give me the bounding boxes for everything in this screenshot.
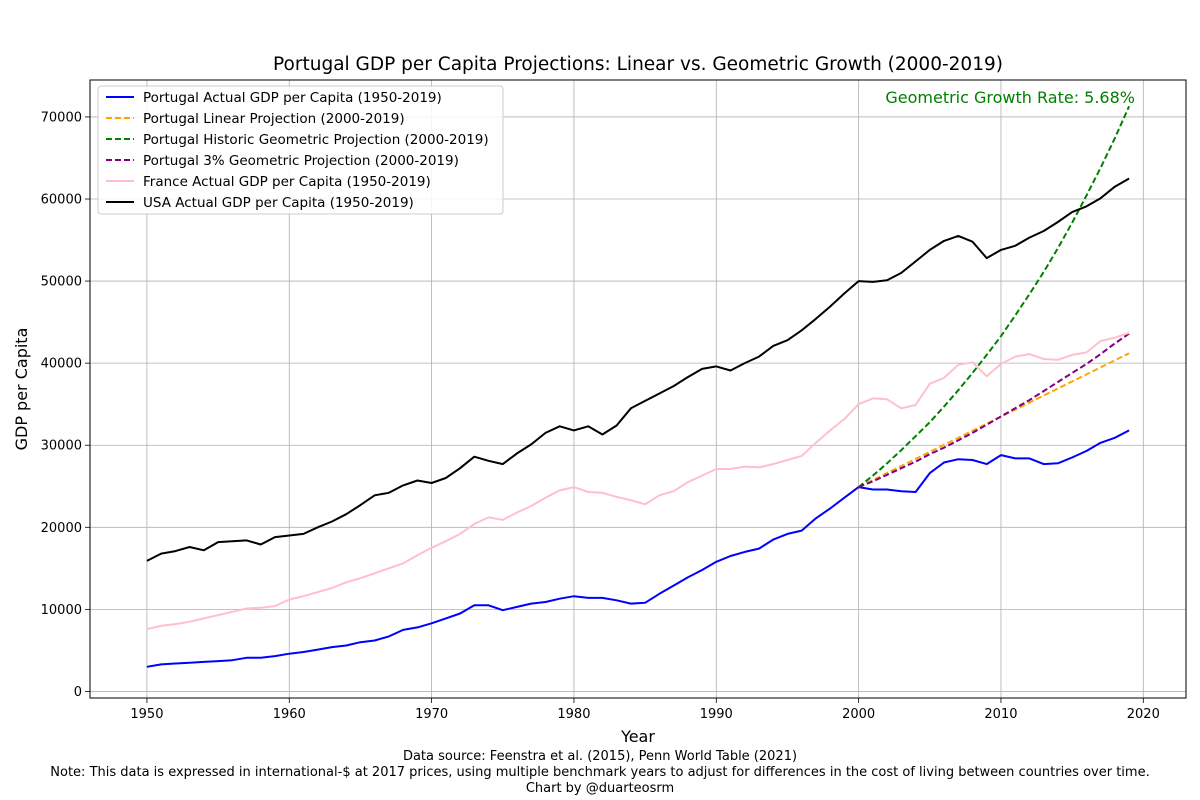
y-tick-label: 30000 — [41, 439, 82, 454]
legend-label: Portugal 3% Geometric Projection (2000-2… — [143, 153, 459, 169]
x-tick-label: 2010 — [984, 707, 1017, 722]
legend-label: Portugal Actual GDP per Capita (1950-201… — [143, 90, 442, 106]
series-line-france-actual-gdp-per-capita-1950-2019 — [146, 331, 1130, 631]
legend-box — [97, 85, 504, 215]
y-tick-label: 60000 — [41, 193, 82, 208]
legend-label: Portugal Linear Projection (2000-2019) — [143, 111, 405, 127]
series-line-portugal-3-geometric-projection-2000-2019 — [858, 332, 1130, 489]
y-axis-label: GDP per Capita — [12, 328, 31, 451]
y-tick-label: 0 — [74, 685, 82, 700]
legend: Portugal Actual GDP per Capita (1950-201… — [97, 85, 504, 215]
y-tick-label: 50000 — [41, 275, 82, 290]
gdp-line-chart: Portugal GDP per Capita Projections: Lin… — [12, 54, 1187, 746]
x-tick-label: 1960 — [273, 707, 306, 722]
series-line-portugal-linear-projection-2000-2019 — [858, 352, 1130, 488]
series-lines — [146, 105, 1131, 668]
x-tick-label: 2020 — [1127, 707, 1160, 722]
chart-credit: Chart by @duarteosrm — [525, 781, 675, 796]
growth-rate-annotation: Geometric Growth Rate: 5.68% — [885, 88, 1135, 107]
y-tick-label: 20000 — [41, 521, 82, 536]
x-tick-label: 1990 — [700, 707, 733, 722]
data-source-note: Data source: Feenstra et al. (2015), Pen… — [402, 749, 798, 764]
x-axis-label: Year — [620, 727, 655, 746]
plot-frame — [89, 79, 1187, 699]
chart-title: Portugal GDP per Capita Projections: Lin… — [273, 54, 1003, 75]
y-tick-label: 40000 — [41, 357, 82, 372]
legend-label: USA Actual GDP per Capita (1950-2019) — [143, 195, 414, 211]
axis-ticks: 1950 1960 1970 1980 1990 2000 2010 2020 0 10000 20… — [41, 110, 1160, 722]
legend-label: France Actual GDP per Capita (1950-2019) — [143, 174, 431, 190]
x-tick-label: 1980 — [557, 707, 590, 722]
methodology-note: Note: This data is expressed in internat… — [50, 765, 1150, 780]
series-line-portugal-actual-gdp-per-capita-1950-2019 — [146, 429, 1130, 668]
x-tick-label: 2000 — [842, 707, 875, 722]
legend-label: Portugal Historic Geometric Projection (… — [143, 132, 489, 148]
y-tick-label: 70000 — [41, 110, 82, 125]
x-tick-label: 1950 — [130, 707, 163, 722]
y-tick-label: 10000 — [41, 603, 82, 618]
x-tick-label: 1970 — [415, 707, 448, 722]
series-line-portugal-historic-geometric-projection-2000-2019 — [857, 105, 1131, 488]
series-line-usa-actual-gdp-per-capita-1950-2019 — [146, 177, 1130, 562]
